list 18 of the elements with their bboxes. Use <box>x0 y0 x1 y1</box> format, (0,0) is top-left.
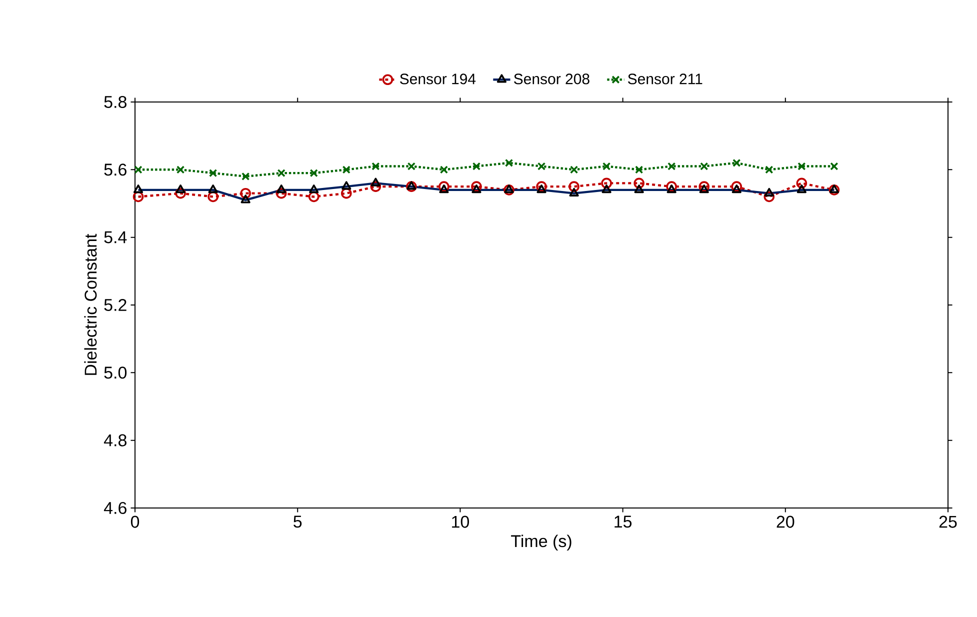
y-tick-label: 5.8 <box>104 96 126 108</box>
y-tick-label: 4.8 <box>104 434 126 446</box>
y-tick-label: 5.4 <box>104 231 127 244</box>
y-tick-label: 5.6 <box>104 164 126 176</box>
x-axis-title: Time (s) <box>511 534 572 551</box>
x-tick-label: 0 <box>130 516 140 528</box>
x-tick-label: 5 <box>294 516 302 528</box>
legend-label: Sensor 211 <box>628 74 702 84</box>
x-tick-label: 20 <box>776 516 794 528</box>
legend-label: Sensor 194 <box>400 74 476 84</box>
y-axis-title: Dielectric Constant <box>84 234 97 375</box>
x-tick-label: 15 <box>614 516 632 528</box>
y-tick-label: 4.6 <box>104 502 126 514</box>
legend-label: Sensor 208 <box>514 74 590 84</box>
x-tick-label: 25 <box>939 516 957 528</box>
y-tick-label: 5.2 <box>104 298 126 312</box>
y-tick-label: 5.0 <box>104 366 127 379</box>
x-tick-label: 10 <box>452 516 469 528</box>
